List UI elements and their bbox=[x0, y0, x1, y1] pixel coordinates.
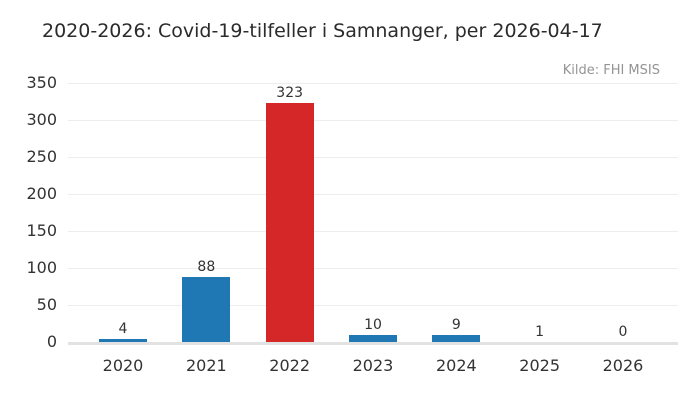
source-note: Kilde: FHI MSIS bbox=[562, 63, 660, 78]
value-label-2023: 10 bbox=[364, 316, 382, 333]
y-tick-label-300: 300 bbox=[26, 110, 57, 129]
y-tick-label-100: 100 bbox=[26, 258, 57, 277]
x-tick-label-2021: 2021 bbox=[185, 356, 227, 375]
y-tick-label-350: 350 bbox=[26, 73, 57, 92]
y-tick-label-50: 50 bbox=[36, 295, 57, 314]
value-label-2026: 0 bbox=[618, 324, 628, 340]
x-tick-label-2022: 2022 bbox=[269, 356, 311, 375]
bar-2021 bbox=[182, 276, 231, 342]
gridline-300 bbox=[68, 120, 678, 121]
value-label-2024: 9 bbox=[451, 317, 461, 334]
value-label-2020: 4 bbox=[118, 321, 128, 338]
value-label-2021: 88 bbox=[197, 258, 216, 275]
bar-2020 bbox=[99, 339, 147, 342]
x-tick-label-2020: 2020 bbox=[102, 356, 144, 375]
y-tick-label-250: 250 bbox=[26, 147, 57, 166]
gridline-100 bbox=[68, 268, 678, 269]
gridline-150 bbox=[68, 231, 678, 232]
x-tick-label-2026: 2026 bbox=[602, 356, 644, 375]
y-tick-label-200: 200 bbox=[26, 184, 57, 203]
chart-title: 2020-2026: Covid-19-tilfeller i Samnange… bbox=[42, 20, 603, 42]
bar-2024 bbox=[432, 335, 481, 342]
x-tick-label-2023: 2023 bbox=[352, 356, 394, 375]
x-axis-line bbox=[68, 342, 678, 345]
y-tick-label-150: 150 bbox=[26, 221, 57, 240]
x-tick-label-2025: 2025 bbox=[519, 356, 560, 375]
gridline-250 bbox=[68, 157, 678, 158]
value-label-2025: 1 bbox=[535, 324, 545, 340]
value-label-2022: 323 bbox=[276, 84, 304, 101]
gridline-350 bbox=[68, 83, 678, 84]
bar-2022 bbox=[265, 102, 314, 342]
bar-2023 bbox=[348, 334, 397, 342]
gridline-200 bbox=[68, 194, 678, 195]
y-tick-label-0: 0 bbox=[46, 332, 57, 351]
gridline-50 bbox=[68, 305, 678, 306]
x-tick-label-2024: 2024 bbox=[435, 356, 477, 375]
